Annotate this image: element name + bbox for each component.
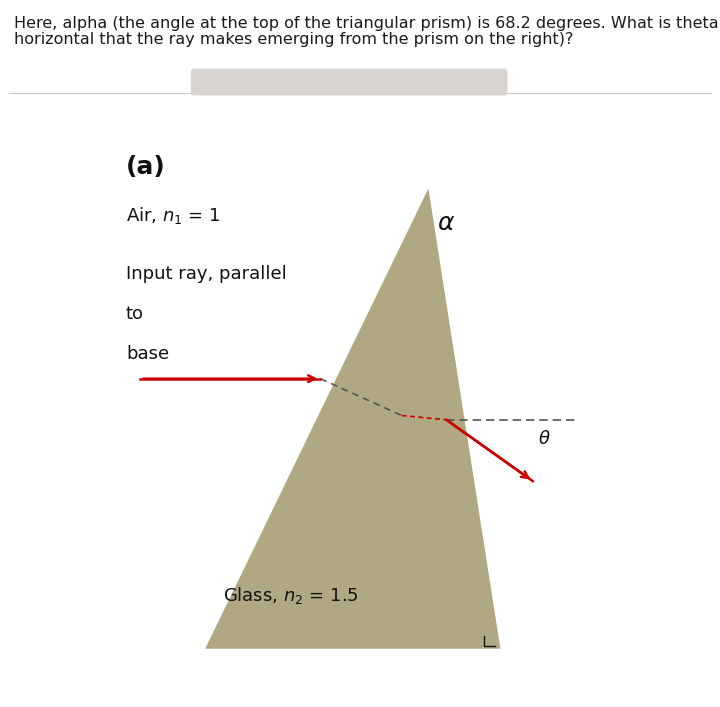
Text: (a): (a) (126, 155, 166, 179)
Text: to: to (126, 305, 144, 323)
Text: θ: θ (539, 430, 549, 448)
Text: α: α (437, 211, 454, 235)
Text: horizontal that the ray makes emerging from the prism on the right)?: horizontal that the ray makes emerging f… (14, 32, 574, 47)
Text: Input ray, parallel: Input ray, parallel (126, 265, 287, 283)
Text: base: base (126, 345, 169, 363)
Text: Here, alpha (the angle at the top of the triangular prism) is 68.2 degrees. What: Here, alpha (the angle at the top of the… (14, 16, 720, 30)
Text: Air, $n_1$ = 1: Air, $n_1$ = 1 (126, 205, 220, 226)
Text: Glass, $n_2$ = 1.5: Glass, $n_2$ = 1.5 (223, 585, 359, 607)
Polygon shape (205, 189, 500, 649)
